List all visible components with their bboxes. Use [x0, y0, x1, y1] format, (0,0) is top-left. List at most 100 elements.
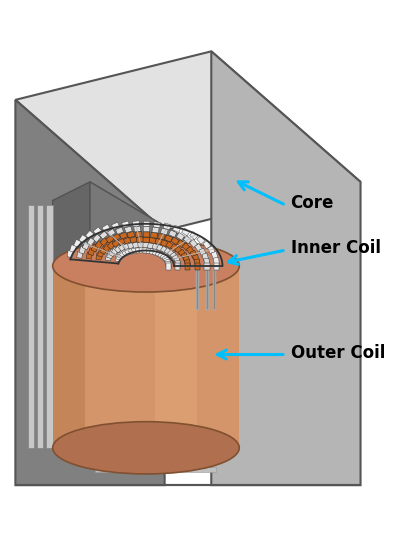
Bar [165, 261, 171, 268]
Bar [111, 246, 119, 255]
Bar [190, 240, 198, 248]
Bar [107, 251, 114, 258]
Bar [152, 227, 159, 233]
Bar [166, 241, 174, 250]
Polygon shape [46, 206, 53, 448]
Bar [214, 263, 219, 270]
Bar [164, 248, 172, 256]
Bar [109, 248, 116, 257]
Bar [100, 231, 108, 239]
Bar [114, 245, 123, 253]
Bar [139, 247, 146, 253]
Ellipse shape [53, 422, 239, 474]
Bar [112, 233, 121, 241]
Bar [169, 230, 177, 237]
Bar [70, 245, 76, 252]
Bar [143, 227, 150, 232]
Bar [185, 263, 190, 270]
Bar [106, 235, 114, 243]
Bar [91, 244, 98, 252]
Bar [77, 251, 83, 258]
Bar [162, 255, 170, 263]
Bar [171, 237, 179, 245]
Bar [199, 248, 206, 256]
Text: Outer Coil: Outer Coil [290, 344, 385, 361]
Polygon shape [95, 460, 216, 465]
Bar [143, 248, 150, 253]
Bar [160, 228, 168, 235]
Bar [122, 248, 130, 256]
Bar [135, 231, 142, 237]
Bar [178, 250, 186, 257]
Bar [102, 224, 110, 232]
Bar [116, 227, 124, 234]
Bar [103, 243, 111, 252]
Bar [181, 252, 188, 261]
Polygon shape [211, 51, 360, 485]
Bar [195, 243, 202, 252]
Bar [112, 239, 120, 247]
Bar [124, 226, 132, 233]
Bar [130, 236, 138, 243]
Bar [160, 253, 168, 262]
Bar [156, 245, 164, 252]
Bar [174, 257, 181, 265]
Bar [175, 260, 181, 267]
Bar [160, 246, 169, 254]
Bar [173, 225, 181, 232]
Bar [172, 255, 180, 263]
Polygon shape [53, 182, 216, 275]
Bar [86, 231, 94, 239]
Bar [100, 246, 107, 255]
Polygon shape [53, 182, 90, 448]
Bar [82, 242, 90, 250]
Bar [143, 232, 150, 237]
Bar [160, 240, 168, 247]
Bar [118, 238, 126, 246]
Bar [116, 252, 123, 260]
Bar [164, 235, 173, 242]
Bar [127, 242, 136, 249]
Bar [202, 253, 209, 261]
Bar [182, 228, 190, 236]
Bar [195, 263, 200, 270]
Bar [183, 236, 192, 244]
Bar [74, 240, 81, 247]
Bar [155, 251, 164, 258]
Bar [98, 250, 104, 257]
Bar [175, 246, 183, 255]
Polygon shape [15, 100, 165, 485]
Polygon shape [15, 51, 360, 231]
Bar [135, 247, 143, 253]
Bar [79, 246, 86, 254]
Bar [132, 242, 140, 248]
Bar [127, 231, 135, 238]
Polygon shape [37, 206, 43, 448]
Bar [208, 246, 215, 254]
Bar [124, 237, 132, 244]
Bar [115, 255, 121, 262]
Bar [186, 246, 194, 255]
Bar [96, 253, 102, 260]
Bar [136, 237, 144, 242]
Polygon shape [28, 206, 34, 448]
Bar [182, 243, 190, 251]
Polygon shape [155, 266, 197, 448]
Bar [143, 237, 150, 242]
Bar [119, 250, 127, 258]
Bar [131, 247, 139, 254]
Bar [158, 252, 166, 260]
Bar [170, 243, 179, 252]
Bar [88, 248, 95, 256]
Bar [166, 263, 171, 270]
Bar [152, 243, 160, 250]
Bar [146, 248, 153, 254]
Bar [211, 252, 218, 259]
Bar [138, 242, 145, 248]
Bar [190, 250, 197, 258]
Bar [203, 241, 211, 249]
Polygon shape [95, 467, 216, 472]
Bar [149, 237, 156, 243]
Bar [184, 260, 190, 267]
Text: Core: Core [290, 194, 334, 212]
